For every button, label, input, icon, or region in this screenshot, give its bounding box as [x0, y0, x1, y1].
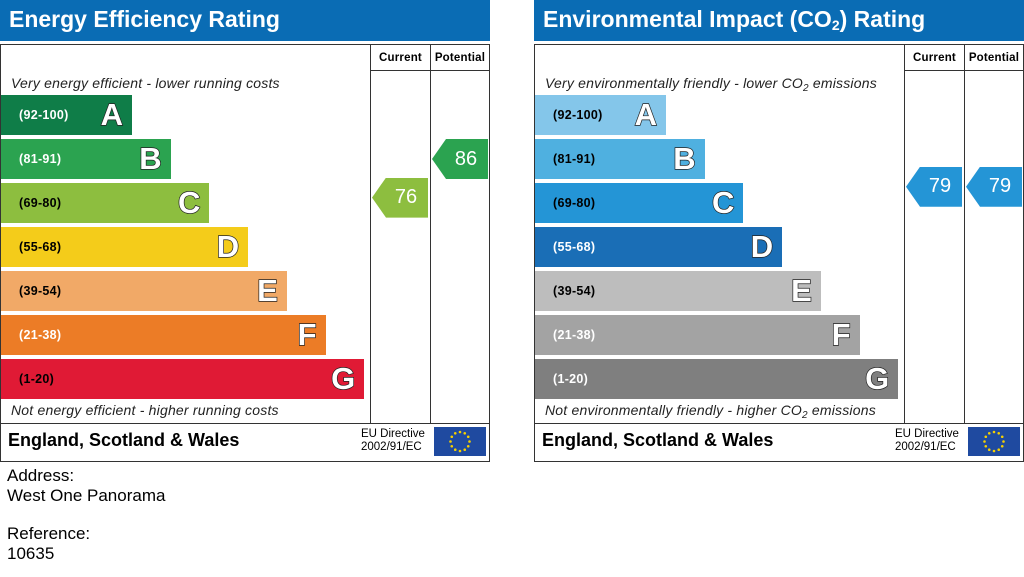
reference-block: Reference: 10635	[7, 524, 90, 564]
env-bottom-caption: Not environmentally friendly - higher CO…	[545, 402, 876, 421]
band-letter: E	[790, 272, 812, 308]
energy-divider-current	[370, 45, 371, 423]
rating-band-c: (69-80) C	[1, 183, 210, 223]
band-range-label: (1-20)	[19, 372, 55, 386]
band-range-label: (55-68)	[19, 240, 62, 254]
energy-efficiency-panel: Energy Efficiency Rating Current Potenti…	[0, 0, 490, 462]
rating-band-b: (81-91) B	[1, 139, 171, 179]
rating-band-d: (55-68) D	[535, 227, 783, 267]
energy-eu-directive: EU Directive 2002/91/EC	[361, 428, 425, 454]
band-range-label: (81-91)	[19, 152, 62, 166]
band-range-label: (21-38)	[19, 328, 62, 342]
address-value: West One Panorama	[7, 486, 166, 505]
energy-top-caption: Very energy efficient - lower running co…	[11, 75, 280, 91]
rating-band-f: (21-38) F	[535, 315, 860, 355]
eu-directive-number: 2002/91/EC	[361, 441, 422, 453]
eu-flag-icon	[434, 427, 486, 456]
energy-header-divider	[370, 70, 489, 71]
env-footer-divider	[535, 423, 1023, 424]
energy-divider-potential	[430, 45, 431, 423]
band-letter: C	[711, 184, 735, 220]
eu-directive-number: 2002/91/EC	[895, 441, 956, 453]
band-range-label: (55-68)	[553, 240, 596, 254]
env-col-current: Current	[913, 52, 956, 64]
env-region: England, Scotland & Wales	[542, 430, 774, 450]
rating-band-a: (92-100) A	[535, 95, 666, 135]
band-range-label: (1-20)	[553, 372, 589, 386]
potential-rating-arrow: 86	[432, 139, 488, 179]
energy-bottom-caption: Not energy efficient - higher running co…	[11, 402, 279, 418]
band-range-label: (69-80)	[553, 196, 596, 210]
band-letter: F	[831, 316, 851, 352]
band-letter: C	[177, 184, 201, 220]
band-letter: G	[864, 360, 890, 396]
energy-footer-divider	[1, 423, 489, 424]
env-col-potential: Potential	[968, 52, 1020, 64]
band-letter: A	[100, 96, 124, 132]
rating-band-g: (1-20) G	[1, 359, 365, 399]
band-letter: A	[634, 96, 658, 132]
band-letter: E	[256, 272, 278, 308]
band-range-label: (69-80)	[19, 196, 62, 210]
address-label: Address:	[7, 466, 75, 485]
environmental-impact-panel: Environmental Impact (CO2) Rating Curren…	[534, 0, 1024, 462]
env-divider-current	[904, 45, 905, 423]
band-range-label: (81-91)	[553, 152, 596, 166]
reference-value: 10635	[7, 544, 55, 563]
env-header-divider	[904, 70, 1023, 71]
address-block: Address: West One Panorama	[7, 466, 165, 506]
band-range-label: (92-100)	[553, 108, 603, 122]
env-top-caption: Very environmentally friendly - lower CO…	[545, 75, 877, 94]
band-letter: B	[139, 140, 163, 176]
rating-band-a: (92-100) A	[1, 95, 132, 135]
env-chart-frame: Current Potential Very environmentally f…	[534, 44, 1024, 462]
rating-band-e: (39-54) E	[535, 271, 821, 311]
energy-col-potential: Potential	[434, 52, 486, 64]
rating-band-c: (69-80) C	[535, 183, 744, 223]
energy-col-current: Current	[379, 52, 422, 64]
rating-band-d: (55-68) D	[1, 227, 249, 267]
band-range-label: (39-54)	[553, 284, 596, 298]
eu-flag-icon	[968, 427, 1020, 456]
band-letter: D	[216, 228, 240, 264]
potential-rating-arrow: 79	[966, 166, 1022, 207]
band-range-label: (92-100)	[19, 108, 69, 122]
reference-label: Reference:	[7, 524, 91, 543]
band-range-label: (39-54)	[19, 284, 62, 298]
band-range-label: (21-38)	[553, 328, 596, 342]
rating-band-g: (1-20) G	[535, 359, 899, 399]
band-letter: D	[750, 228, 774, 264]
band-letter: G	[330, 360, 356, 396]
env-panel-title: Environmental Impact (CO2) Rating	[534, 0, 1024, 41]
current-rating-arrow: 79	[906, 166, 962, 207]
rating-band-f: (21-38) F	[1, 315, 326, 355]
energy-panel-title: Energy Efficiency Rating	[0, 0, 490, 41]
energy-chart-frame: Current Potential Very energy efficient …	[0, 44, 490, 462]
band-letter: B	[673, 140, 697, 176]
band-letter: F	[297, 316, 317, 352]
rating-band-e: (39-54) E	[1, 271, 287, 311]
energy-region: England, Scotland & Wales	[8, 430, 240, 450]
eu-directive-label: EU Directive	[361, 428, 425, 440]
env-eu-directive: EU Directive 2002/91/EC	[895, 428, 959, 454]
eu-directive-label: EU Directive	[895, 428, 959, 440]
rating-band-b: (81-91) B	[535, 139, 705, 179]
env-divider-potential	[964, 45, 965, 423]
current-rating-arrow: 76	[372, 177, 428, 218]
